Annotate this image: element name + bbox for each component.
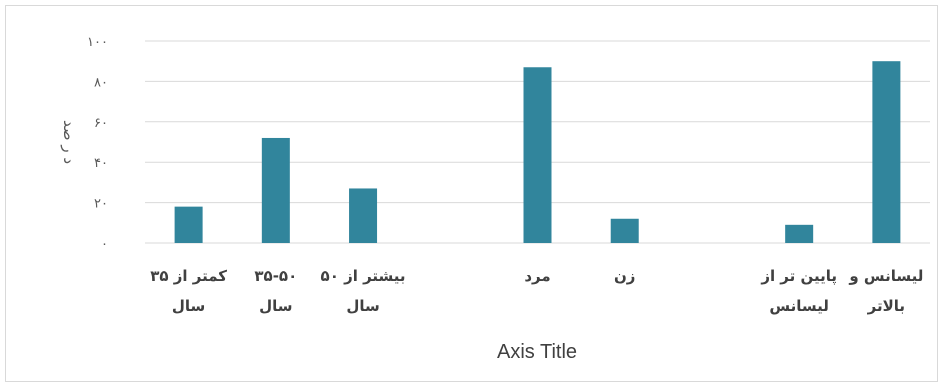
- category-label: مرد: [524, 267, 550, 285]
- bar: [174, 206, 203, 243]
- y-axis-title: د ر صد: [60, 120, 78, 164]
- y-tick-labels: ۰ ۲۰ ۴۰ ۶۰ ۸۰ ۱۰۰: [87, 35, 108, 252]
- bar: [785, 224, 814, 243]
- y-tick-label: ۱۰۰: [87, 35, 108, 50]
- y-tick-label: ۶۰: [94, 116, 108, 131]
- y-tick-label: ۸۰: [94, 75, 108, 90]
- category-label: سال: [259, 297, 292, 315]
- category-label: سال: [172, 297, 205, 315]
- category-label: لیسانس: [769, 297, 829, 315]
- bars: [174, 61, 901, 244]
- bar: [610, 218, 639, 243]
- bar: [349, 188, 378, 243]
- category-label: سال: [346, 297, 379, 315]
- chart-frame: [5, 5, 938, 382]
- y-tick-label: ۰: [101, 237, 108, 252]
- x-axis-title: Axis Title: [497, 341, 577, 363]
- category-label: بالاتر: [867, 297, 905, 315]
- category-label: پایین تر از: [760, 267, 837, 286]
- category-labels: کمتر از ۳۵ سال ۳۵-۵۰ سال بیشتر از ۵۰ سال مرد زن…: [150, 267, 923, 315]
- bar: [523, 67, 552, 243]
- category-label: زن: [614, 267, 635, 285]
- category-label: لیسانس و: [848, 267, 923, 285]
- bar: [872, 61, 901, 244]
- bar: [261, 137, 290, 243]
- category-label: ۳۵-۵۰: [254, 267, 297, 285]
- category-label: بیشتر از ۵۰: [321, 267, 406, 285]
- y-tick-label: ۲۰: [94, 197, 108, 212]
- category-label: کمتر از ۳۵: [150, 267, 227, 285]
- y-tick-label: ۴۰: [94, 156, 108, 171]
